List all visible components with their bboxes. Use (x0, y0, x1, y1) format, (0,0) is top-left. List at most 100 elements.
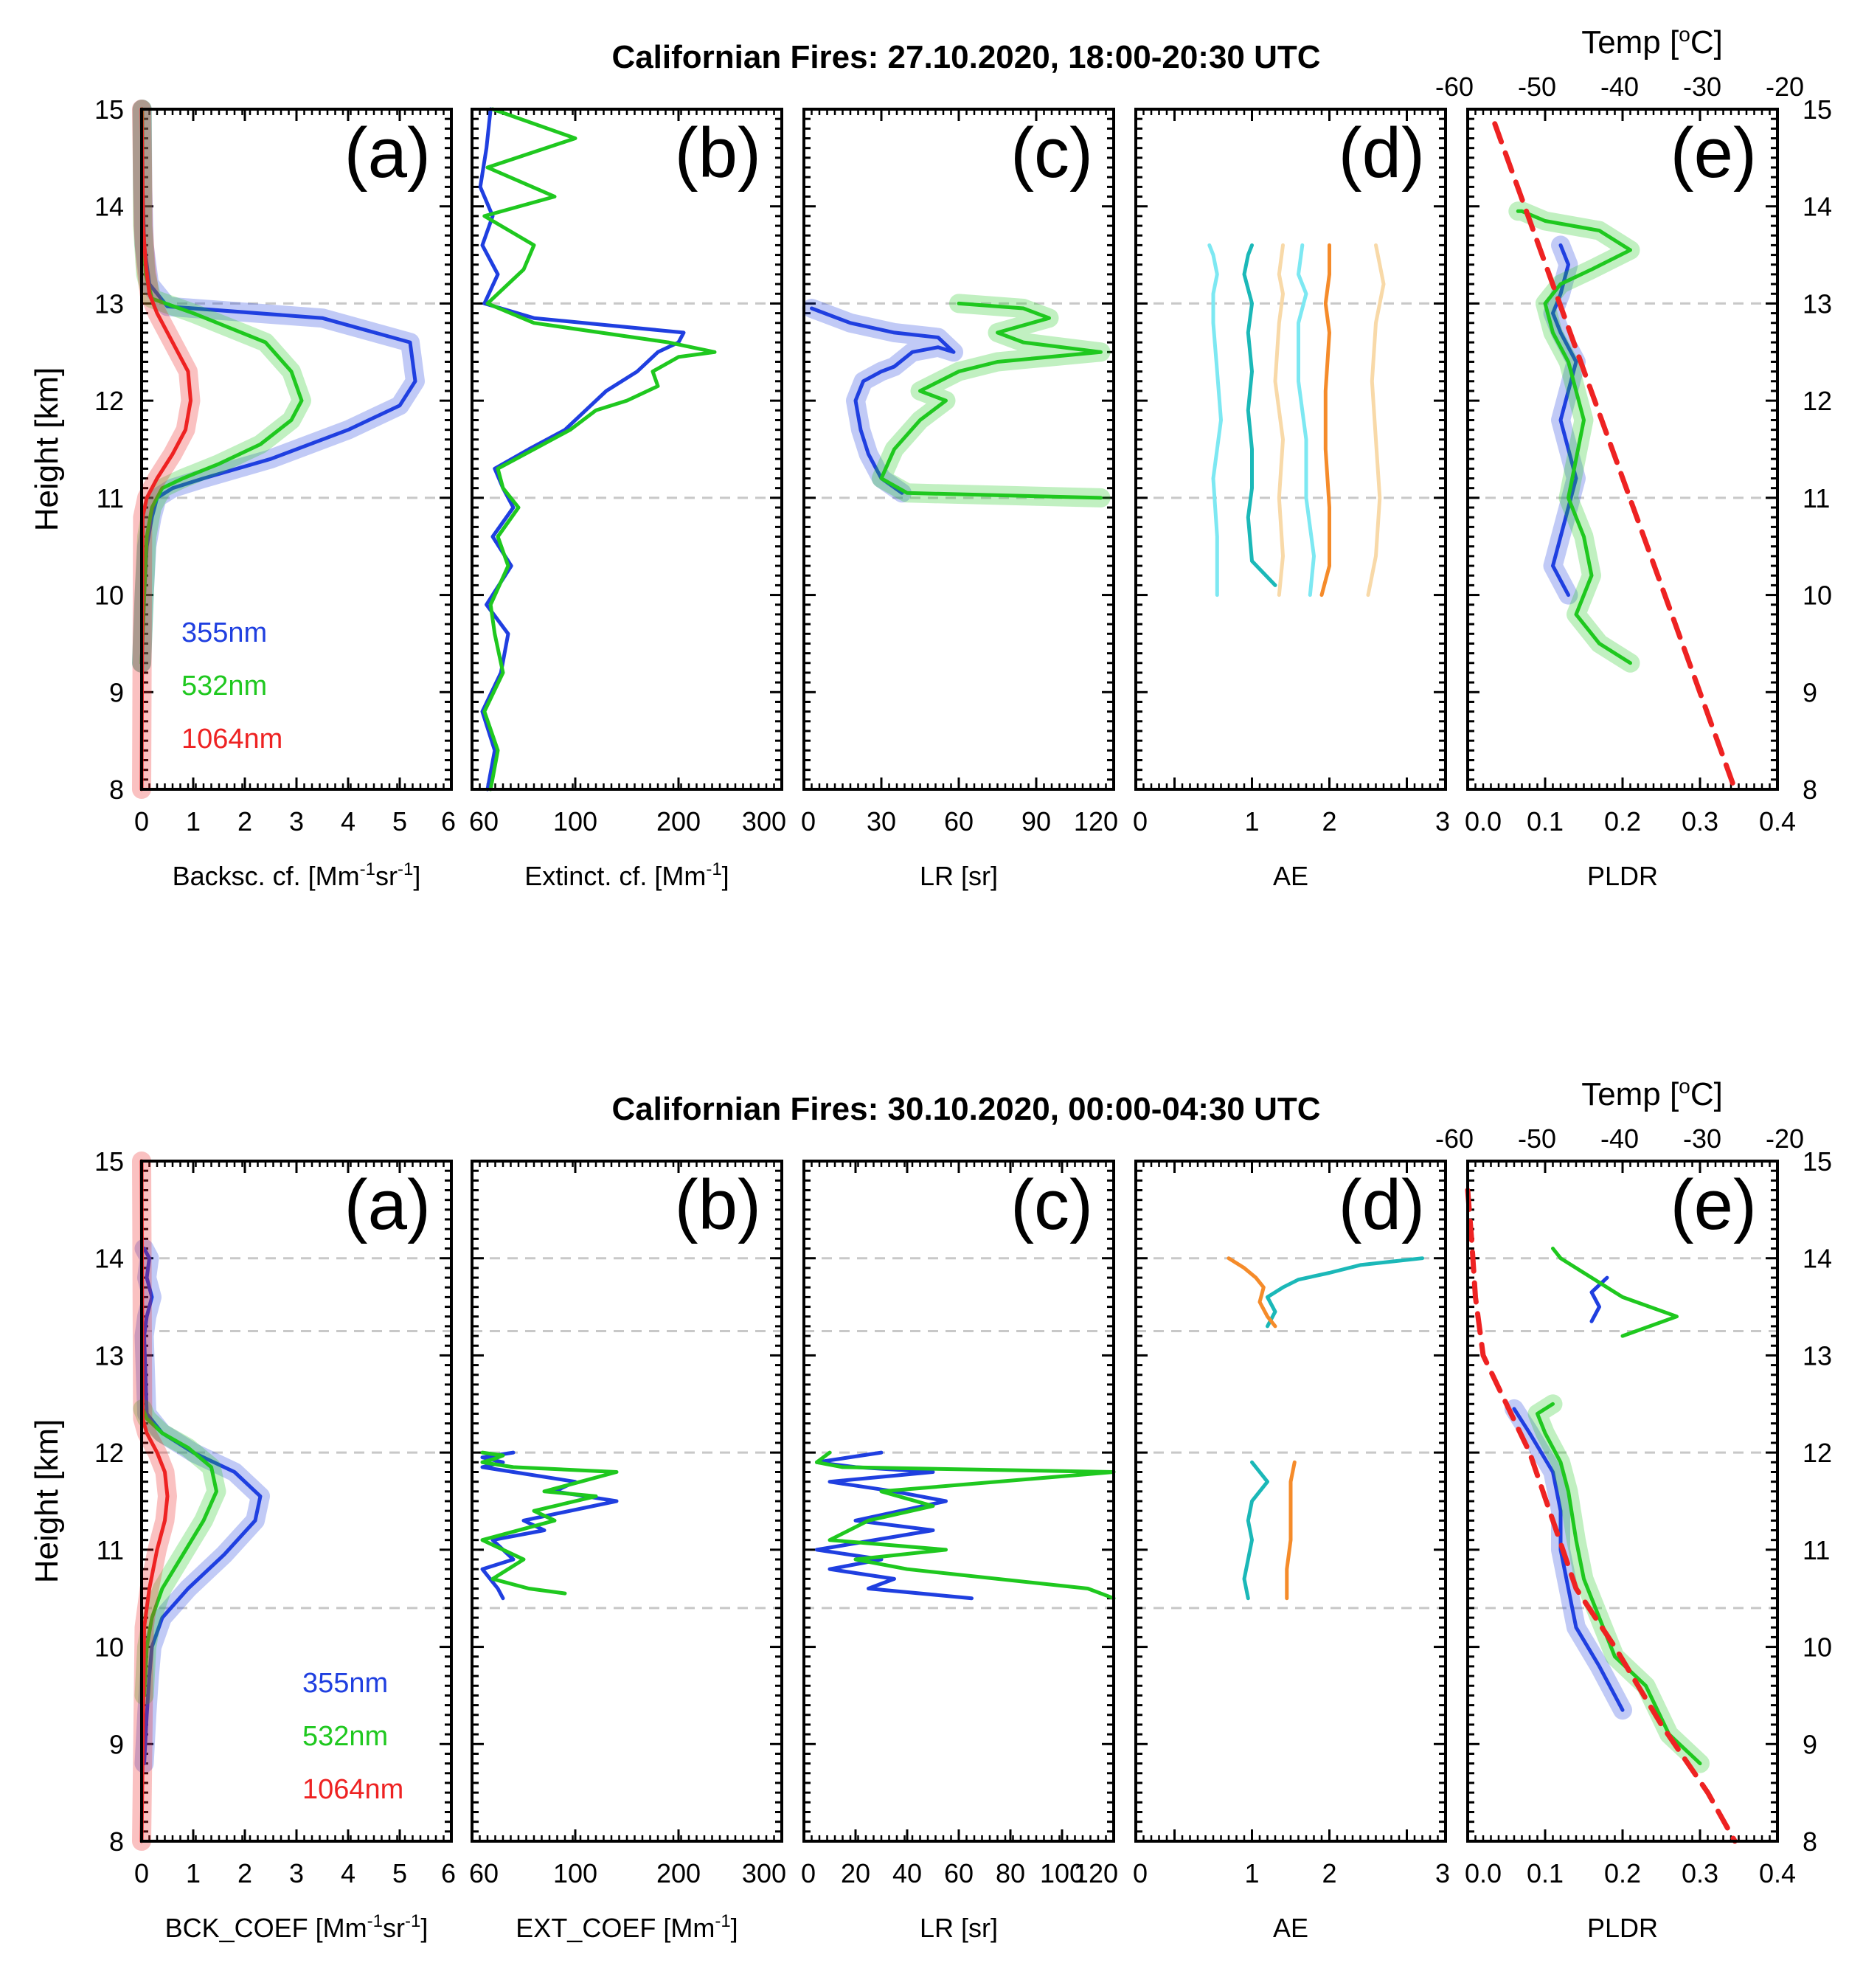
temp-tick-label: -60 (1435, 72, 1474, 102)
series-line-2 (139, 1159, 170, 1843)
x-tick-label: 90 (1021, 806, 1051, 837)
temp-axis-label: Temp [oC] (1581, 1075, 1723, 1112)
y-tick-label-right: 15 (1803, 94, 1832, 125)
series-line-1 (879, 301, 1103, 500)
x-axis-label-part-1: -1 (706, 859, 721, 879)
y-tick-label-right: 12 (1803, 1438, 1832, 1468)
series-line-2 (1319, 243, 1331, 598)
y-tick-label-left: 9 (109, 1729, 124, 1759)
x-tick-label: 6 (441, 806, 456, 837)
x-tick-label: 0.4 (1759, 806, 1796, 837)
panel-2-e: (e) 0.0 0.1 0.2 0.3 0.4 PLDR (1465, 1160, 1796, 1943)
y-tick-label-left: 12 (94, 386, 124, 416)
legend-entry-1064nm: 1064nm (302, 1774, 403, 1805)
series-line-2 (1492, 121, 1738, 792)
panel-frame (471, 108, 783, 791)
x-tick-label: 0.1 (1527, 806, 1564, 837)
x-tick-label: 0 (134, 806, 149, 837)
y-tick-label-right: 13 (1803, 1340, 1832, 1371)
series-line-1 (480, 1450, 619, 1596)
y-tick-label-left: 12 (94, 1438, 124, 1468)
series-line-0 (810, 306, 956, 495)
panel-letter: (d) (1339, 114, 1425, 193)
series-line-2 (1589, 1275, 1609, 1323)
series-line-3 (1551, 1247, 1679, 1338)
series-line-2 (1266, 1256, 1424, 1329)
series-line-2 (139, 107, 192, 792)
panel-frame (140, 1160, 453, 1843)
x-axis-label: PLDR (1587, 1913, 1658, 1943)
x-tick-label: 0.0 (1465, 1858, 1502, 1888)
x-tick-label: 300 (742, 806, 786, 837)
y-tick-label-left: 15 (94, 94, 124, 125)
x-tick-label: 2 (1322, 1858, 1336, 1888)
series-line-4 (1465, 1188, 1738, 1844)
series-line-3 (1227, 1256, 1277, 1329)
x-axis-label: LR [sr] (920, 861, 998, 891)
y-tick-label-right: 11 (1803, 483, 1830, 513)
temp-tick-label: -20 (1766, 1123, 1804, 1154)
y-tick-label-left: 14 (94, 192, 124, 222)
x-axis-label: BCK_COEF [Mm-1sr-1] (165, 1911, 429, 1943)
panel-letter: (c) (1010, 114, 1093, 193)
panel-letter: (b) (675, 114, 761, 193)
chart-title: Californian Fires: 30.10.2020, 00:00-04:… (611, 1091, 1320, 1127)
x-tick-label: 60 (944, 806, 974, 837)
panel-frame (471, 1160, 783, 1843)
x-tick-label: 3 (289, 1858, 304, 1888)
y-tick-label-right: 12 (1803, 386, 1832, 416)
x-tick-label: 2 (237, 806, 252, 837)
series-line-0 (1242, 1460, 1269, 1601)
x-tick-label: 6 (441, 1858, 456, 1888)
x-axis-label-part-1: -1 (360, 859, 375, 879)
series-line-1 (815, 1450, 1116, 1601)
temp-tick-label: -40 (1600, 72, 1639, 102)
x-tick-label: 4 (341, 1858, 355, 1888)
x-tick-label: 0 (801, 806, 816, 837)
series-line-1 (1285, 1460, 1297, 1601)
y-tick-label-left: 13 (94, 1340, 124, 1371)
y-tick-label-right: 11 (1803, 1535, 1830, 1565)
temp-axis-label: Temp [oC] (1581, 23, 1723, 60)
temp-tick-label: -20 (1766, 72, 1804, 102)
temp-tick-label: -50 (1518, 1123, 1556, 1154)
series-line-1 (1207, 243, 1223, 598)
x-tick-label: 100 (553, 806, 597, 837)
panel-1-b: (b) 60 100 200 300 Extinct. cf. [Mm-1] (469, 107, 786, 891)
series-line-1 (482, 107, 717, 792)
y-tick-label-right: 8 (1803, 1826, 1817, 1857)
temp-tick-label: -50 (1518, 72, 1556, 102)
panel-2-d: (d) 0 1 2 3 AE (1133, 1160, 1450, 1943)
x-tick-label: 0.0 (1465, 806, 1502, 837)
temp-tick-label: -60 (1435, 1123, 1474, 1154)
x-tick-label: 40 (892, 1858, 922, 1888)
x-tick-label: 200 (656, 1858, 701, 1888)
series-line-4 (1297, 243, 1316, 598)
y-tick-label-right: 10 (1803, 581, 1832, 611)
temp-tick-label: -30 (1683, 72, 1721, 102)
x-tick-label: 60 (944, 1858, 974, 1888)
x-tick-label: 20 (841, 1858, 870, 1888)
x-axis-label: LR [sr] (920, 1913, 998, 1943)
legend-entry-532nm: 532nm (302, 1721, 388, 1752)
figure-1: Californian Fires: 27.10.2020, 18:00-20:… (29, 23, 1832, 891)
temp-label-sup: o (1679, 23, 1690, 46)
panel-letter: (b) (675, 1166, 761, 1244)
x-tick-label: 1 (1244, 1858, 1259, 1888)
panel-letter: (a) (344, 1166, 431, 1244)
series-line-1 (1536, 1402, 1702, 1766)
panel-1-d: (d) 0 1 2 3 AE (1133, 108, 1450, 891)
x-axis-label-part-4: ] (420, 1913, 428, 1943)
x-tick-label: 2 (1322, 806, 1336, 837)
chart-title: Californian Fires: 27.10.2020, 18:00-20:… (611, 39, 1320, 75)
figure-2: Californian Fires: 30.10.2020, 00:00-04:… (29, 1075, 1832, 1943)
x-axis-label-part-2: ] (731, 1913, 738, 1943)
x-axis-label-part-2: sr (375, 861, 398, 891)
y-axis-label: Height [km] (29, 1419, 65, 1584)
x-tick-label: 120 (1074, 1858, 1118, 1888)
x-tick-label: 0 (801, 1858, 816, 1888)
